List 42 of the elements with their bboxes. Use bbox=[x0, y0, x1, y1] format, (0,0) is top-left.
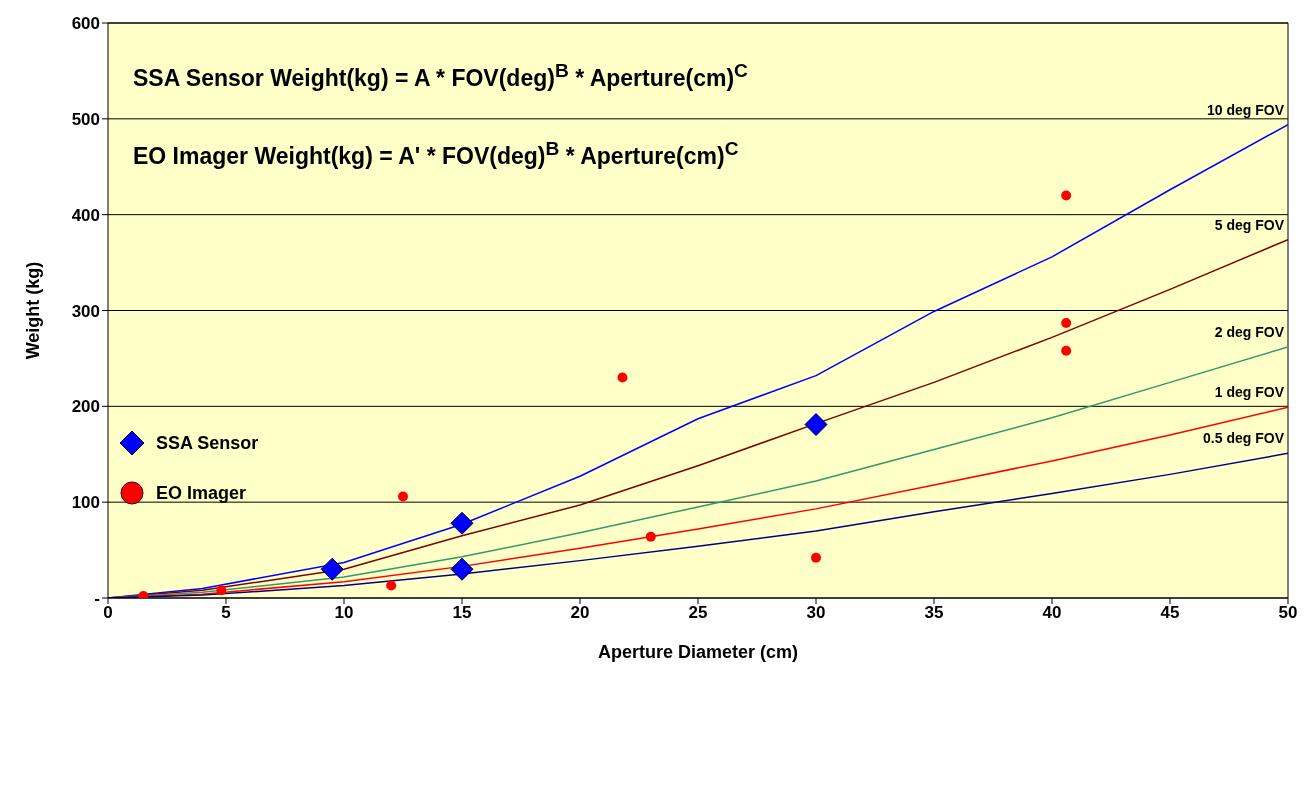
point bbox=[804, 413, 828, 437]
legend-label: SSA Sensor bbox=[156, 432, 259, 454]
series-label: 2 deg FOV bbox=[1214, 323, 1285, 340]
x-tick-label: 5 bbox=[221, 603, 231, 623]
y-tick-label: - bbox=[94, 589, 100, 609]
series-label: 1 deg FOV bbox=[1214, 384, 1285, 401]
annotation: EO Imager Weight(kg) = A' * FOV(deg)$^{B}$ * Aperture(cm)$^{C}$ bbox=[133, 138, 739, 170]
point bbox=[1061, 317, 1072, 328]
y-tick-label: 400 bbox=[71, 205, 100, 225]
y-tick-label: 200 bbox=[71, 397, 100, 417]
point bbox=[450, 557, 474, 581]
point bbox=[617, 372, 628, 383]
annotation: SSA Sensor Weight(kg) = A * FOV(deg)$^{B}$ * Aperture(cm)$^{C}$ bbox=[133, 60, 748, 92]
x-tick-label: 0 bbox=[103, 603, 113, 623]
x-tick-label: 40 bbox=[1042, 603, 1062, 623]
x-tick-label: 45 bbox=[1160, 603, 1180, 623]
y-tick-label: 300 bbox=[71, 301, 100, 321]
point bbox=[450, 511, 474, 535]
y-tick-label: 100 bbox=[71, 493, 100, 513]
x-tick-label: 20 bbox=[570, 603, 590, 623]
x-tick-label: 15 bbox=[452, 603, 472, 623]
x-tick-label: 35 bbox=[924, 603, 944, 623]
point bbox=[398, 491, 408, 502]
point bbox=[811, 552, 821, 563]
y-axis-title: Weight (kg) bbox=[23, 261, 44, 360]
x-axis-title: Aperture Diameter (cm) bbox=[597, 642, 799, 662]
point bbox=[645, 531, 656, 542]
point bbox=[1061, 345, 1072, 356]
point bbox=[386, 580, 397, 591]
y-tick-label: 600 bbox=[71, 14, 100, 34]
series-label: 5 deg FOV bbox=[1214, 216, 1285, 233]
x-tick-label: 30 bbox=[806, 603, 826, 623]
series-label: 0.5 deg FOV bbox=[1203, 430, 1285, 447]
series-label: 10 deg FOV bbox=[1206, 101, 1285, 118]
x-tick-label: 25 bbox=[688, 603, 708, 623]
x-tick-label: 50 bbox=[1278, 603, 1298, 623]
point bbox=[320, 557, 344, 581]
point bbox=[216, 585, 227, 596]
legend-label: EO Imager bbox=[156, 482, 247, 504]
x-tick-label: 10 bbox=[334, 603, 354, 623]
y-tick-label: 500 bbox=[71, 109, 100, 129]
point bbox=[1061, 190, 1072, 201]
